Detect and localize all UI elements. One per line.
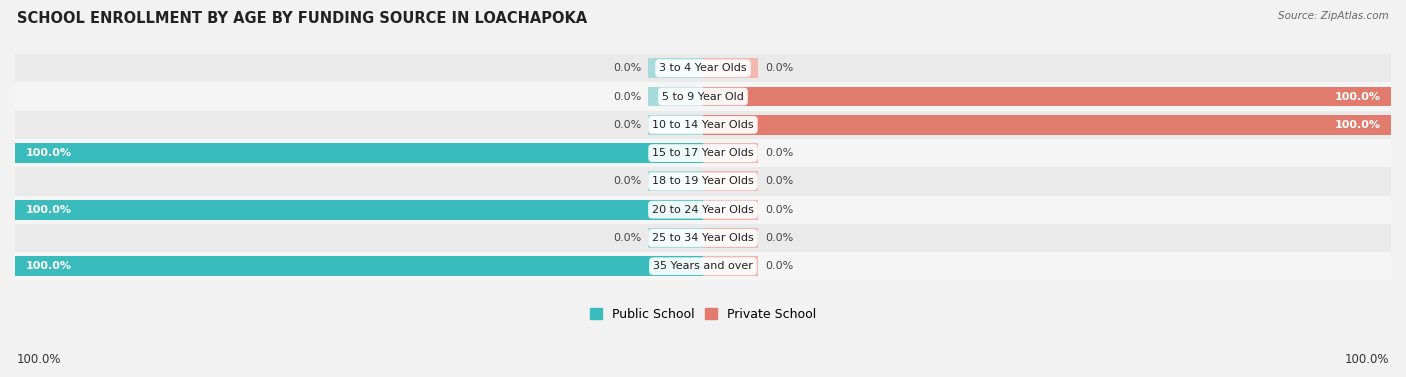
Text: 20 to 24 Year Olds: 20 to 24 Year Olds	[652, 205, 754, 215]
Bar	[15, 256, 703, 276]
Bar	[15, 83, 1391, 111]
Text: 35 Years and over: 35 Years and over	[652, 261, 754, 271]
Text: 0.0%: 0.0%	[613, 176, 641, 186]
Text: 0.0%: 0.0%	[613, 63, 641, 73]
Text: 3 to 4 Year Olds: 3 to 4 Year Olds	[659, 63, 747, 73]
Text: 10 to 14 Year Olds: 10 to 14 Year Olds	[652, 120, 754, 130]
Bar	[703, 115, 1391, 135]
Bar	[703, 256, 758, 276]
Bar	[15, 54, 1391, 83]
Text: 15 to 17 Year Olds: 15 to 17 Year Olds	[652, 148, 754, 158]
Bar	[648, 58, 703, 78]
Bar	[15, 167, 1391, 196]
Text: 0.0%: 0.0%	[765, 176, 793, 186]
Text: 100.0%: 100.0%	[1344, 353, 1389, 366]
Text: 25 to 34 Year Olds: 25 to 34 Year Olds	[652, 233, 754, 243]
Bar	[703, 58, 758, 78]
Bar	[648, 87, 703, 106]
Bar	[15, 196, 1391, 224]
Bar	[648, 172, 703, 191]
Text: 5 to 9 Year Old: 5 to 9 Year Old	[662, 92, 744, 101]
Legend: Public School, Private School: Public School, Private School	[585, 303, 821, 326]
Text: 0.0%: 0.0%	[765, 148, 793, 158]
Text: SCHOOL ENROLLMENT BY AGE BY FUNDING SOURCE IN LOACHAPOKA: SCHOOL ENROLLMENT BY AGE BY FUNDING SOUR…	[17, 11, 588, 26]
Text: 0.0%: 0.0%	[765, 205, 793, 215]
Bar	[15, 143, 703, 163]
Text: 18 to 19 Year Olds: 18 to 19 Year Olds	[652, 176, 754, 186]
Bar	[703, 200, 758, 219]
Text: 0.0%: 0.0%	[613, 92, 641, 101]
Bar	[703, 87, 1391, 106]
Bar	[15, 252, 1391, 280]
Text: 100.0%: 100.0%	[25, 261, 72, 271]
Text: 100.0%: 100.0%	[25, 148, 72, 158]
Text: 0.0%: 0.0%	[765, 63, 793, 73]
Bar	[15, 139, 1391, 167]
Text: 100.0%: 100.0%	[1334, 120, 1381, 130]
Bar	[648, 115, 703, 135]
Text: 100.0%: 100.0%	[17, 353, 62, 366]
Text: Source: ZipAtlas.com: Source: ZipAtlas.com	[1278, 11, 1389, 21]
Text: 0.0%: 0.0%	[613, 120, 641, 130]
Text: 0.0%: 0.0%	[765, 233, 793, 243]
Text: 0.0%: 0.0%	[765, 261, 793, 271]
Bar	[703, 143, 758, 163]
Bar	[703, 172, 758, 191]
Text: 100.0%: 100.0%	[25, 205, 72, 215]
Text: 100.0%: 100.0%	[1334, 92, 1381, 101]
Bar	[15, 111, 1391, 139]
Text: 0.0%: 0.0%	[613, 233, 641, 243]
Bar	[648, 228, 703, 248]
Bar	[15, 224, 1391, 252]
Bar	[703, 228, 758, 248]
Bar	[15, 200, 703, 219]
